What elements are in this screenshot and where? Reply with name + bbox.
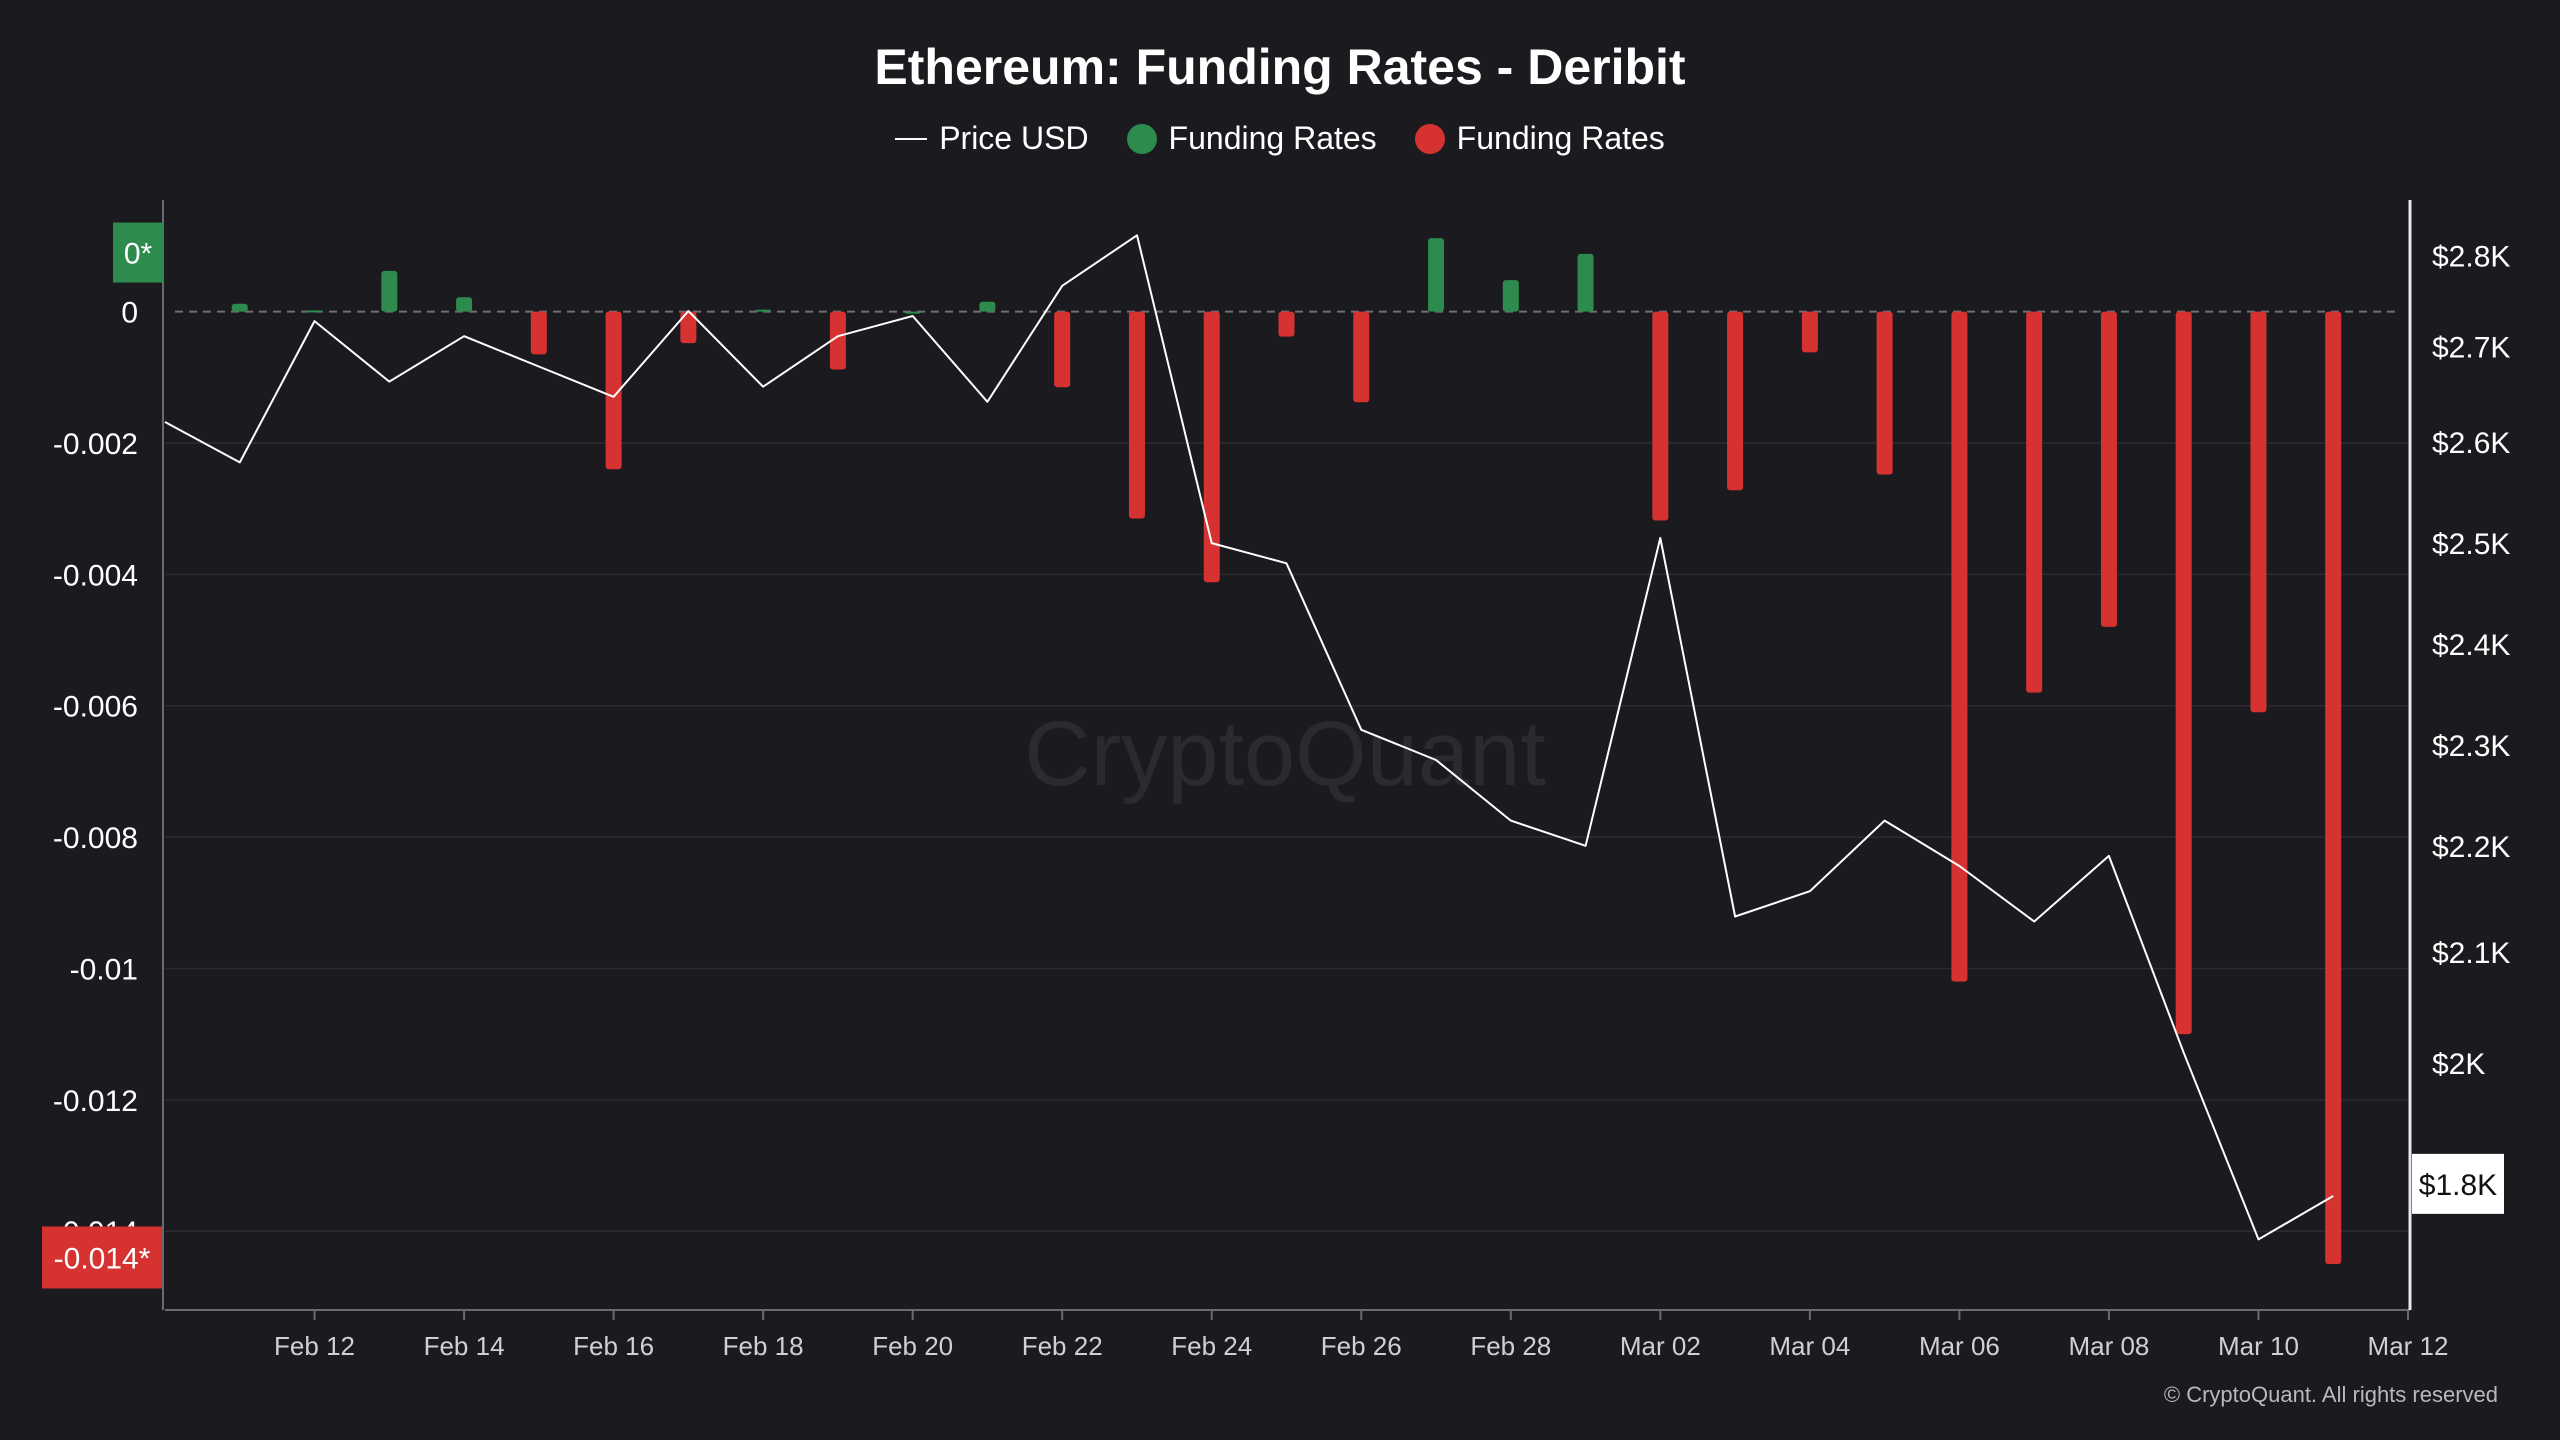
gridlines	[165, 442, 2408, 1232]
x-tick-label: Feb 28	[1470, 1331, 1551, 1361]
funding-bar-negative	[1951, 311, 1968, 982]
funding-bar-positive	[231, 303, 248, 312]
funding-bar-positive	[979, 301, 996, 312]
funding-bar-positive	[904, 311, 921, 314]
x-tick-label: Mar 12	[2368, 1331, 2449, 1361]
funding-bar-negative	[1876, 311, 1893, 475]
funding-bar-positive	[1502, 280, 1519, 312]
left-tick-label: -0.004	[53, 559, 138, 592]
legend: Price USD Funding Rates Funding Rates	[0, 120, 2560, 157]
left-tick-label: -0.006	[53, 691, 138, 724]
x-axis-ticks: Feb 12 Feb 14 Feb 16 Feb 18 Feb 20 Feb 22 Feb …	[274, 1310, 2448, 1361]
funding-bar-negative	[680, 311, 697, 344]
legend-item-price[interactable]: Price USD	[895, 120, 1089, 157]
funding-bar-negative	[1054, 311, 1071, 388]
price-line	[164, 234, 2334, 1241]
x-tick-label: Mar 08	[2068, 1331, 2149, 1361]
x-tick-label: Feb 12	[274, 1331, 355, 1361]
badge-right-bg	[2412, 1153, 2504, 1214]
badge-top-bg	[113, 222, 163, 283]
axis-badges: 0* -0.014* $1.8K	[42, 222, 2504, 1289]
left-tick-label: -0.008	[53, 822, 138, 855]
funding-bar-negative	[1727, 311, 1744, 491]
right-tick-label: $2.5K	[2432, 528, 2510, 561]
funding-bar-negative	[1128, 311, 1145, 519]
left-tick-label: -0.002	[53, 428, 138, 461]
legend-label-price: Price USD	[939, 120, 1089, 156]
right-tick-label: $2K	[2432, 1048, 2485, 1081]
x-tick-label: Feb 22	[1022, 1331, 1103, 1361]
x-tick-label: Feb 26	[1321, 1331, 1402, 1361]
legend-label-funding-positive: Funding Rates	[1168, 120, 1377, 156]
x-tick-label: Feb 16	[573, 1331, 654, 1361]
funding-bar-negative	[530, 311, 547, 355]
funding-bar-negative	[2026, 311, 2043, 693]
funding-bar-negative	[1353, 311, 1370, 403]
watermark-text: CryptoQuant	[1024, 703, 1546, 805]
funding-bar-positive	[1428, 238, 1445, 312]
right-tick-label: $2.6K	[2432, 427, 2510, 460]
line-swatch-icon	[895, 137, 928, 140]
legend-item-funding-positive[interactable]: Funding Rates	[1126, 120, 1377, 157]
badge-right-label: $1.8K	[2419, 1169, 2497, 1202]
right-tick-label: $2.1K	[2432, 937, 2510, 970]
funding-bar-positive	[306, 310, 323, 313]
right-tick-label: $2.2K	[2432, 831, 2510, 864]
left-tick-label: 0	[121, 297, 138, 330]
price-series	[164, 234, 2334, 1241]
badge-bottom-bg	[42, 1226, 162, 1289]
right-tick-label: $2.7K	[2432, 331, 2510, 364]
x-tick-label: Feb 24	[1171, 1331, 1252, 1361]
funding-bar-negative	[2100, 311, 2117, 627]
x-tick-label: Feb 20	[872, 1331, 953, 1361]
right-tick-label: $2.4K	[2432, 629, 2510, 662]
funding-bar-positive	[456, 297, 473, 312]
x-tick-label: Mar 02	[1620, 1331, 1701, 1361]
funding-bar-negative	[2250, 311, 2267, 713]
x-tick-label: Mar 06	[1919, 1331, 2000, 1361]
left-tick-label: -0.01	[70, 953, 138, 986]
funding-bar-negative	[1203, 311, 1220, 583]
green-dot-icon	[1126, 123, 1157, 154]
funding-bar-positive	[755, 309, 772, 312]
funding-bar-negative	[829, 311, 846, 370]
x-tick-label: Feb 14	[424, 1331, 505, 1361]
axes	[162, 200, 2412, 1311]
legend-item-funding-negative[interactable]: Funding Rates	[1414, 120, 1665, 157]
x-tick-label: Mar 04	[1769, 1331, 1850, 1361]
funding-bar-negative	[605, 311, 622, 470]
badge-bottom-label: -0.014*	[54, 1242, 151, 1275]
funding-bars	[231, 238, 2342, 1265]
funding-bar-negative	[2175, 311, 2192, 1035]
funding-bar-positive	[381, 270, 398, 312]
right-tick-label: $2.8K	[2432, 241, 2510, 274]
copyright-text: © CryptoQuant. All rights reserved	[2163, 1382, 2498, 1407]
red-dot-icon	[1414, 123, 1445, 154]
x-tick-label: Feb 18	[723, 1331, 804, 1361]
funding-bar-negative	[1801, 311, 1818, 353]
right-tick-label: $2.3K	[2432, 730, 2510, 763]
funding-bar-negative	[1278, 311, 1295, 337]
right-axis-ticks: $2.8K $2.7K $2.6K $2.5K $2.4K $2.3K $2.2K $2.1K…	[2432, 241, 2510, 1081]
badge-top-label: 0*	[124, 238, 153, 271]
funding-bar-negative	[2325, 311, 2342, 1265]
chart-title: Ethereum: Funding Rates - Deribit	[874, 39, 1686, 95]
left-axis-ticks: 0-0.002-0.004-0.006-0.008-0.01-0.012-0.0…	[53, 297, 138, 1250]
funding-bar-positive	[1577, 253, 1594, 312]
funding-bar-negative	[1652, 311, 1669, 521]
x-tick-label: Mar 10	[2218, 1331, 2299, 1361]
left-tick-label: -0.012	[53, 1085, 138, 1118]
legend-label-funding-negative: Funding Rates	[1456, 120, 1665, 156]
